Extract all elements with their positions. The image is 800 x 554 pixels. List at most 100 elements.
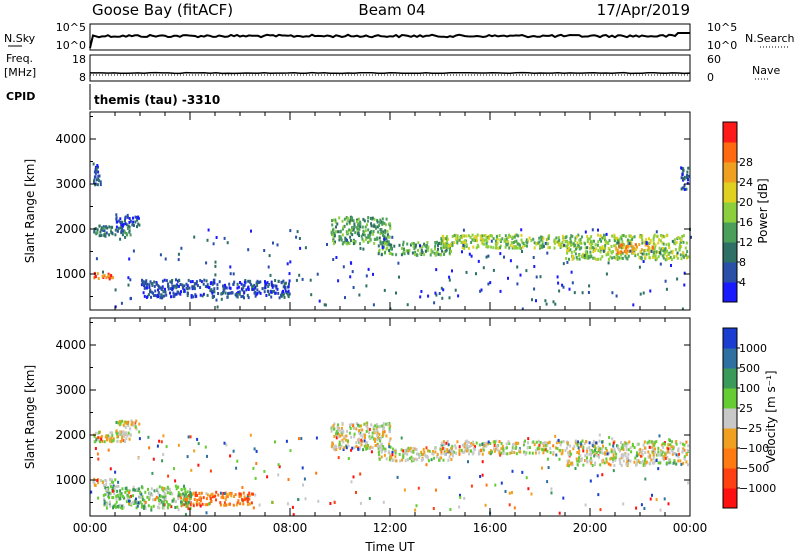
nsky-tick-top: 10^5 <box>56 21 86 34</box>
power-cell <box>218 280 221 284</box>
velocity-cell <box>589 479 592 483</box>
power-cell <box>169 280 172 284</box>
power-cell <box>177 252 180 256</box>
velocity-cell <box>110 436 113 440</box>
velocity-cell <box>219 491 222 495</box>
power-cell <box>593 239 595 243</box>
power-cell <box>566 260 569 264</box>
velocity-cell <box>447 458 450 462</box>
velocity-x-tick-label: 08:00 <box>273 521 308 535</box>
velocity-cell <box>382 422 385 426</box>
power-cell <box>590 244 593 248</box>
velocity-cell <box>234 493 237 497</box>
velocity-cell <box>302 483 304 487</box>
power-cell <box>568 287 571 291</box>
velocity-cell <box>624 442 627 446</box>
power-cell <box>196 284 199 288</box>
power-cell <box>331 219 333 223</box>
velocity-cell <box>333 427 335 431</box>
power-cell <box>430 250 433 254</box>
velocity-cell <box>93 477 96 481</box>
velocity-cell <box>382 430 384 434</box>
power-cell <box>174 284 177 288</box>
velocity-cell <box>493 449 496 453</box>
power-cell <box>341 233 344 237</box>
power-cell <box>264 286 267 289</box>
power-cell <box>661 235 664 239</box>
velocity-cell <box>640 454 642 458</box>
power-cell <box>132 216 134 220</box>
velocity-cell <box>371 435 374 439</box>
power-cell <box>387 233 389 237</box>
velocity-cell <box>552 452 555 456</box>
power-cell <box>499 246 502 250</box>
power-cell <box>651 256 654 259</box>
power-cell <box>649 241 652 245</box>
power-cell <box>406 303 409 307</box>
velocity-cell <box>408 448 411 452</box>
velocity-cell <box>661 443 664 447</box>
power-cell <box>152 291 154 295</box>
velocity-cell <box>557 438 560 442</box>
power-cell <box>251 285 254 289</box>
power-cell <box>499 238 502 242</box>
power-cell <box>417 241 420 245</box>
power-cell <box>443 242 446 246</box>
velocity-cell <box>183 498 186 502</box>
power-cell <box>531 298 533 302</box>
power-cell <box>173 294 176 298</box>
power-cell <box>160 288 163 291</box>
velocity-cell <box>167 474 170 478</box>
velocity-cell <box>646 441 649 445</box>
power-cell <box>346 240 349 244</box>
velocity-cell <box>102 493 105 497</box>
velocity-cell <box>650 445 653 449</box>
velocity-cell <box>152 498 155 502</box>
velocity-cell <box>126 434 129 438</box>
power-cell <box>229 265 232 269</box>
power-cell <box>683 188 686 191</box>
velocity-cell <box>582 449 585 453</box>
power-cell <box>644 243 647 247</box>
velocity-cell <box>173 467 175 471</box>
power-cell <box>665 258 668 262</box>
velocity-cell <box>116 439 119 443</box>
power-cell <box>115 220 118 224</box>
power-cell <box>605 253 608 257</box>
power-cell <box>535 242 538 245</box>
power-cell <box>254 294 257 298</box>
power-cell <box>108 277 111 281</box>
velocity-cell <box>285 439 288 443</box>
power-cell <box>384 223 387 227</box>
velocity-cell <box>465 449 468 453</box>
power-cell <box>610 251 613 255</box>
velocity-cell <box>558 440 561 444</box>
power-cell <box>93 179 95 183</box>
velocity-cell <box>235 503 238 507</box>
power-cell <box>141 282 144 286</box>
velocity-cell <box>222 496 225 500</box>
power-cell <box>236 292 239 296</box>
power-cell <box>383 237 386 241</box>
velocity-cell <box>591 444 594 448</box>
power-cell <box>159 286 161 290</box>
power-cell <box>247 296 250 300</box>
velocity-cell <box>337 435 340 439</box>
power-cell <box>370 224 373 228</box>
velocity-cell <box>622 502 625 506</box>
velocity-cell <box>125 422 128 426</box>
power-cell <box>424 249 427 253</box>
power-cell <box>640 256 643 260</box>
velocity-cell <box>121 504 123 508</box>
velocity-cell <box>585 452 588 456</box>
power-cell <box>231 291 234 295</box>
velocity-cell <box>449 508 452 511</box>
power-cell <box>621 240 624 244</box>
power-cell <box>147 293 150 297</box>
power-cell <box>647 252 650 256</box>
power-cell <box>513 235 516 239</box>
velocity-cell <box>415 504 418 508</box>
velocity-cell <box>593 442 596 446</box>
velocity-cell <box>409 446 412 450</box>
